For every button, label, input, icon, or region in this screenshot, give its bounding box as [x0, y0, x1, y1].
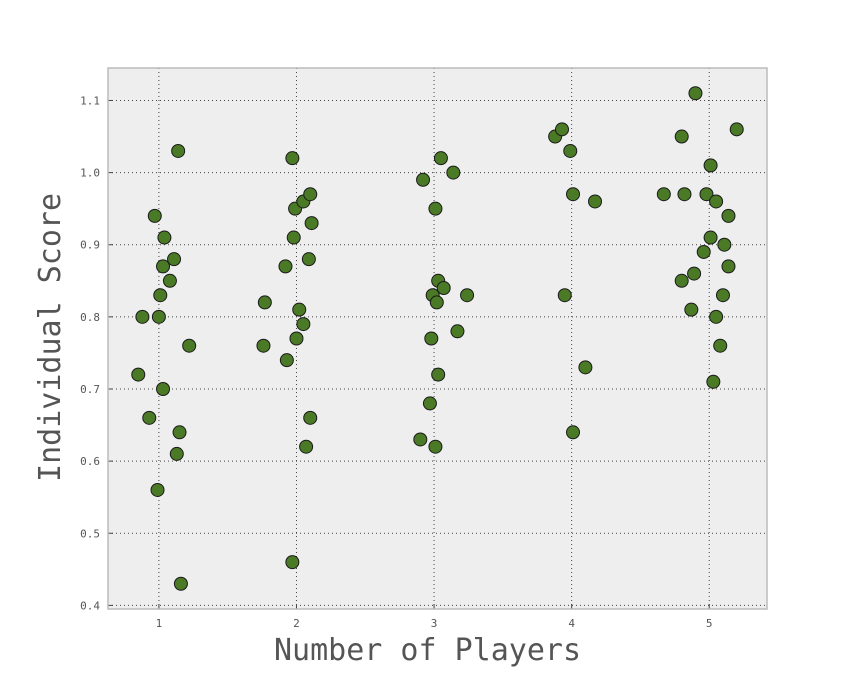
data-point: [416, 172, 431, 187]
data-point: [303, 187, 318, 202]
data-point: [131, 367, 146, 382]
data-point: [303, 410, 318, 425]
data-point: [436, 281, 451, 296]
y-tick-label: 0.4: [80, 599, 100, 612]
data-point: [167, 252, 182, 267]
data-point: [699, 187, 714, 202]
data-point: [157, 230, 172, 245]
x-tick-label: 1: [156, 617, 163, 630]
data-point: [656, 187, 671, 202]
data-point: [717, 237, 732, 252]
data-point: [428, 201, 443, 216]
data-point: [566, 425, 581, 440]
x-tick-label: 4: [568, 617, 575, 630]
data-point: [433, 151, 448, 166]
data-point: [135, 309, 150, 324]
y-tick-label: 0.7: [80, 383, 100, 396]
data-point: [169, 446, 184, 461]
plot-frame: [107, 67, 768, 610]
data-point: [555, 122, 570, 137]
data-point: [173, 576, 188, 591]
data-point: [687, 266, 702, 281]
data-point: [588, 194, 603, 209]
data-point: [304, 216, 319, 231]
data-point: [156, 259, 171, 274]
data-point: [296, 317, 311, 332]
data-point: [713, 338, 728, 353]
x-tick-label: 5: [706, 617, 713, 630]
data-point: [688, 86, 703, 101]
data-point: [301, 252, 316, 267]
data-point: [715, 288, 730, 303]
data-point: [182, 338, 197, 353]
data-point: [429, 295, 444, 310]
data-point: [578, 360, 593, 375]
data-point: [299, 439, 314, 454]
x-axis-label: Number of Players: [274, 633, 581, 668]
data-point: [286, 230, 301, 245]
tick-labels: 1 2 3 4 5 0.4 0.5 0.6 0.7 0.8 0.9 1.0 1.1: [80, 94, 712, 630]
x-tick-label: 3: [431, 617, 438, 630]
y-tick-label: 0.6: [80, 455, 100, 468]
data-point: [677, 187, 692, 202]
data-point: [172, 425, 187, 440]
y-tick-label: 0.9: [80, 239, 100, 252]
y-tick-label: 0.8: [80, 311, 100, 324]
data-point: [256, 338, 271, 353]
data-point: [292, 302, 307, 317]
data-point: [706, 374, 721, 389]
x-tick-label: 2: [293, 617, 300, 630]
data-point: [424, 331, 439, 346]
data-point: [171, 143, 186, 158]
data-point: [721, 208, 736, 223]
data-point: [696, 244, 711, 259]
data-point: [285, 555, 300, 570]
data-point: [151, 309, 166, 324]
data-point: [162, 273, 177, 288]
data-point: [279, 353, 294, 368]
data-point: [142, 410, 157, 425]
data-point: [709, 194, 724, 209]
data-point: [460, 288, 475, 303]
data-point: [289, 331, 304, 346]
y-axis-label: Individual Score: [33, 193, 68, 482]
data-point: [674, 129, 689, 144]
data-point: [257, 295, 272, 310]
data-point: [684, 302, 699, 317]
data-point: [278, 259, 293, 274]
data-point: [674, 273, 689, 288]
data-point: [721, 259, 736, 274]
data-point: [729, 122, 744, 137]
data-point: [422, 396, 437, 411]
data-point: [709, 309, 724, 324]
y-tick-label: 1.1: [80, 94, 100, 107]
data-point: [557, 288, 572, 303]
data-point: [703, 230, 718, 245]
data-point: [285, 151, 300, 166]
data-point: [147, 208, 162, 223]
data-point: [413, 432, 428, 447]
data-point: [566, 187, 581, 202]
data-point: [450, 324, 465, 339]
data-point: [156, 381, 171, 396]
data-point: [703, 158, 718, 173]
data-point: [446, 165, 461, 180]
data-point: [428, 439, 443, 454]
data-point: [431, 367, 446, 382]
y-tick-label: 1.0: [80, 167, 100, 180]
y-tick-label: 0.5: [80, 527, 100, 540]
data-point: [563, 143, 578, 158]
data-points: [131, 86, 744, 591]
data-point: [153, 288, 168, 303]
data-point: [150, 482, 165, 497]
